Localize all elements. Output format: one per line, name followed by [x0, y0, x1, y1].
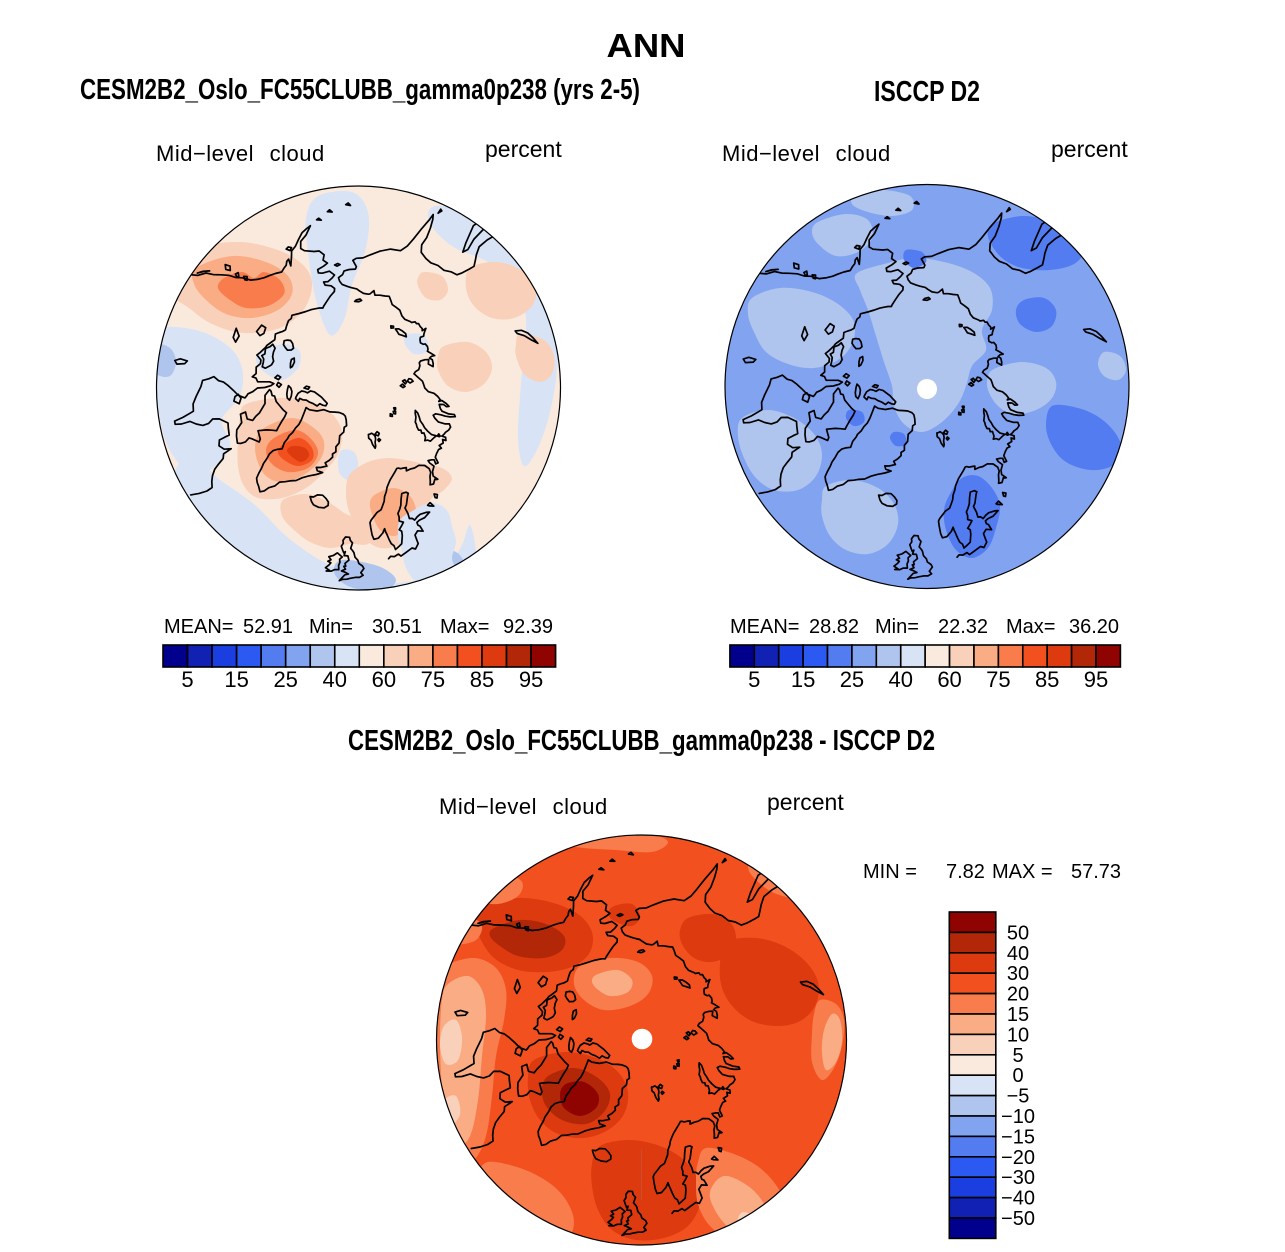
svg-text:−20: −20 — [1001, 1147, 1035, 1169]
svg-text:ISCCP D2: ISCCP D2 — [874, 76, 980, 108]
svg-text:30: 30 — [1007, 963, 1029, 985]
svg-text:95: 95 — [1084, 667, 1108, 692]
svg-text:50: 50 — [1007, 922, 1029, 944]
svg-text:28.82: 28.82 — [809, 616, 859, 638]
svg-text:Max=: Max= — [440, 616, 489, 638]
svg-text:57.73: 57.73 — [1071, 861, 1121, 883]
svg-text:Min=: Min= — [875, 616, 919, 638]
svg-text:MIN =: MIN = — [863, 861, 917, 883]
svg-text:CESM2B2_Oslo_FC55CLUBB_gamma0p: CESM2B2_Oslo_FC55CLUBB_gamma0p238 (yrs 2… — [80, 74, 640, 106]
svg-text:Mid−level cloud: Mid−level cloud — [156, 141, 325, 166]
svg-text:30.51: 30.51 — [372, 616, 422, 638]
svg-text:15: 15 — [224, 667, 248, 692]
svg-text:−15: −15 — [1001, 1126, 1035, 1148]
svg-text:5: 5 — [748, 667, 760, 692]
svg-text:−50: −50 — [1001, 1208, 1035, 1230]
svg-text:5: 5 — [181, 667, 193, 692]
svg-text:percent: percent — [767, 789, 844, 815]
svg-text:85: 85 — [470, 667, 494, 692]
svg-text:−40: −40 — [1001, 1188, 1035, 1210]
svg-text:7.82: 7.82 — [946, 861, 985, 883]
svg-text:25: 25 — [273, 667, 297, 692]
svg-text:CESM2B2_Oslo_FC55CLUBB_gamma0p: CESM2B2_Oslo_FC55CLUBB_gamma0p238 - ISCC… — [348, 725, 935, 757]
svg-text:25: 25 — [840, 667, 864, 692]
svg-text:−10: −10 — [1001, 1106, 1035, 1128]
svg-text:60: 60 — [372, 667, 396, 692]
svg-text:10: 10 — [1007, 1024, 1029, 1046]
svg-text:Max=: Max= — [1006, 616, 1055, 638]
svg-text:percent: percent — [1051, 136, 1128, 162]
svg-text:22.32: 22.32 — [938, 616, 988, 638]
svg-text:Mid−level cloud: Mid−level cloud — [439, 794, 608, 819]
svg-text:MAX =: MAX = — [992, 861, 1053, 883]
svg-text:36.20: 36.20 — [1069, 616, 1119, 638]
svg-text:92.39: 92.39 — [503, 616, 553, 638]
svg-text:5: 5 — [1012, 1045, 1023, 1067]
svg-text:15: 15 — [1007, 1004, 1029, 1026]
svg-text:percent: percent — [485, 136, 562, 162]
svg-text:52.91: 52.91 — [243, 616, 293, 638]
svg-text:20: 20 — [1007, 984, 1029, 1006]
svg-text:85: 85 — [1035, 667, 1059, 692]
svg-text:0: 0 — [1012, 1065, 1023, 1087]
svg-text:95: 95 — [519, 667, 543, 692]
svg-text:40: 40 — [1007, 943, 1029, 965]
svg-text:15: 15 — [791, 667, 815, 692]
svg-text:40: 40 — [888, 667, 912, 692]
svg-text:Min=: Min= — [309, 616, 353, 638]
svg-text:75: 75 — [986, 667, 1010, 692]
svg-text:60: 60 — [937, 667, 961, 692]
svg-text:75: 75 — [421, 667, 445, 692]
svg-text:MEAN=: MEAN= — [730, 616, 799, 638]
svg-text:ANN: ANN — [607, 28, 686, 65]
svg-text:−5: −5 — [1007, 1086, 1030, 1108]
svg-text:MEAN=: MEAN= — [164, 616, 233, 638]
svg-text:−30: −30 — [1001, 1167, 1035, 1189]
svg-text:Mid−level cloud: Mid−level cloud — [722, 141, 891, 166]
svg-text:40: 40 — [323, 667, 347, 692]
